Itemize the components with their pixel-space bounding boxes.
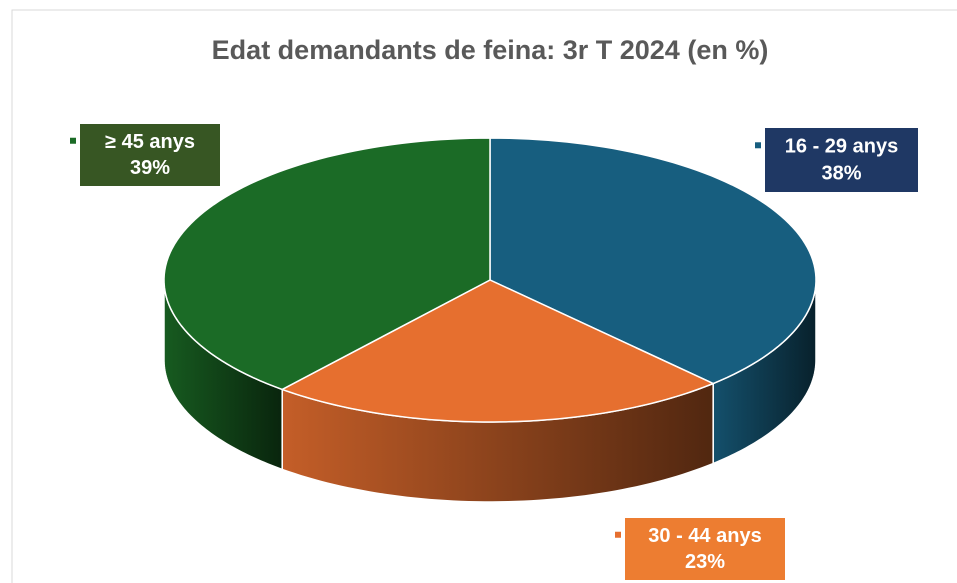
data-label-box xyxy=(625,518,785,580)
data-label-value: 38% xyxy=(821,162,861,184)
data-label-bullet xyxy=(615,531,621,538)
data-label-bullet xyxy=(70,137,76,144)
data-label-value: 39% xyxy=(130,157,170,179)
data-label-category: ≥ 45 anys xyxy=(105,131,195,153)
data-label-box xyxy=(80,124,220,186)
data-label-bullet xyxy=(755,142,761,149)
pie-slice xyxy=(489,137,817,385)
pie-slice xyxy=(280,279,716,423)
data-label-box xyxy=(765,128,918,192)
data-label-value: 23% xyxy=(685,551,725,573)
data-label-category: 30 - 44 anys xyxy=(648,525,761,547)
chart-title: Edat demandants de feina: 3r T 2024 (en … xyxy=(212,35,769,65)
data-label-category: 16 - 29 anys xyxy=(785,135,898,157)
pie-slice xyxy=(163,137,491,391)
